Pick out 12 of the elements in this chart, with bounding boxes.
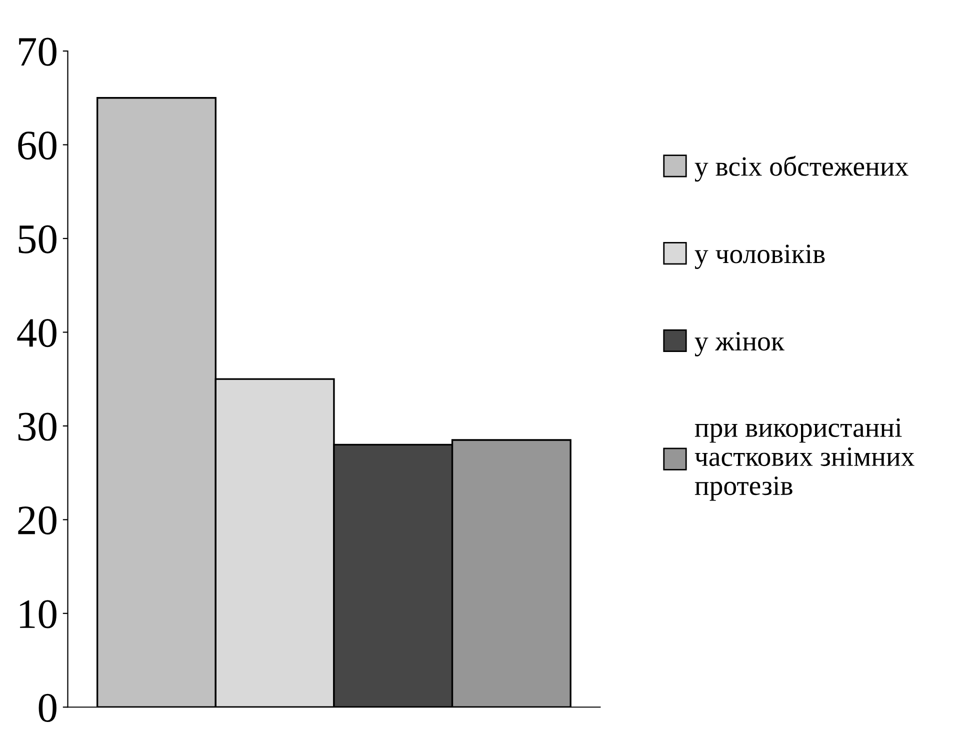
y-tick-label: 50: [18, 225, 56, 254]
legend-label: у жінок: [694, 332, 784, 356]
y-tick-label: 40: [17, 318, 56, 348]
y-tick-label: 10: [20, 600, 56, 628]
legend-label: у всіх обстежених: [694, 156, 908, 182]
y-tick-label: 70: [19, 38, 56, 66]
legend-label: у чоловіків: [694, 244, 825, 269]
y-tick-label: 60: [18, 132, 56, 160]
y-tick-label: 0: [38, 694, 56, 722]
y-tick-label: 20: [18, 506, 56, 535]
y-tick-label: 30: [18, 412, 56, 441]
legend-label: при використанні часткових знімних протезів: [694, 418, 914, 501]
